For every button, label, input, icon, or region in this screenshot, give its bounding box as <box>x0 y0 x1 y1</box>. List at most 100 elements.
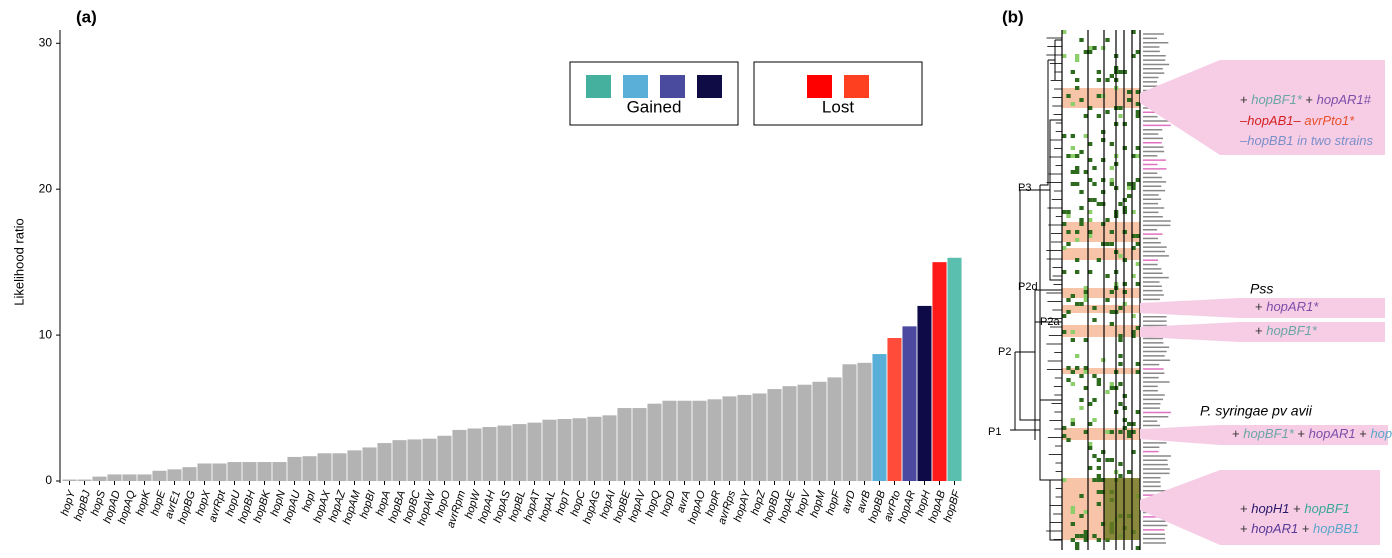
heat-cell <box>1083 290 1088 294</box>
bar <box>497 425 512 481</box>
bar <box>737 394 752 481</box>
heat-cell <box>1122 302 1127 306</box>
heat-cell <box>1083 510 1088 514</box>
heat-cell <box>1122 198 1127 202</box>
bar <box>902 326 917 481</box>
heat-cell <box>1096 458 1101 462</box>
heat-cell <box>1066 154 1071 158</box>
heat-cell <box>1066 438 1071 442</box>
heat-cell <box>1070 422 1075 426</box>
heat-cell <box>1083 534 1088 538</box>
bar <box>212 463 227 481</box>
heat-cell <box>1083 114 1088 118</box>
bar <box>152 470 167 481</box>
heat-cell <box>1131 334 1136 338</box>
heat-cell <box>1131 314 1136 318</box>
callout-title: P. syringae pv avii <box>1200 403 1313 419</box>
heat-cell <box>1083 370 1088 374</box>
bar <box>782 386 797 481</box>
heat-cell <box>1118 334 1123 338</box>
heat-cell <box>1083 134 1088 138</box>
bar <box>122 474 137 481</box>
bar <box>887 338 902 481</box>
callout-text: hopBF1 <box>1304 501 1350 516</box>
bar <box>932 262 947 481</box>
heat-cell <box>1075 166 1080 170</box>
callout-text: –hopAB1– <box>1239 113 1301 128</box>
heat-cell <box>1118 474 1123 478</box>
bar <box>542 419 557 481</box>
heat-cell <box>1131 182 1136 186</box>
heat-cell <box>1079 398 1084 402</box>
heat-cell <box>1131 450 1136 454</box>
bar <box>182 467 197 481</box>
bar <box>332 453 347 481</box>
bar <box>287 456 302 481</box>
callout-text: hopBF1* <box>1243 426 1295 441</box>
heat-cell <box>1122 290 1127 294</box>
heat-cell <box>1075 542 1080 546</box>
heat-cell <box>1118 402 1123 406</box>
heat-cell <box>1062 478 1067 482</box>
heat-cell <box>1135 90 1140 94</box>
heat-cell <box>1118 106 1123 110</box>
callout-text: hopBB1 <box>1313 521 1359 536</box>
heat-cell <box>1127 182 1132 186</box>
heat-cell <box>1101 478 1106 482</box>
callout-text: hopH1 <box>1251 501 1289 516</box>
heat-cell <box>1109 182 1114 186</box>
heat-cell <box>1122 418 1127 422</box>
callout-text: + <box>1240 501 1251 516</box>
heat-cell <box>1101 522 1106 526</box>
callout-shape <box>1140 470 1380 545</box>
heat-cell <box>1075 182 1080 186</box>
bar <box>812 381 827 481</box>
bar <box>527 422 542 481</box>
heat-cell <box>1066 210 1071 214</box>
heat-cell <box>1101 178 1106 182</box>
heat-cell <box>1083 298 1088 302</box>
callout-text: hopAR1# <box>1317 92 1372 107</box>
heat-cell <box>1079 374 1084 378</box>
heat-cell <box>1062 330 1067 334</box>
heat-cell <box>1070 146 1075 150</box>
heat-cell <box>1105 274 1110 278</box>
bar <box>707 399 722 481</box>
heat-cell <box>1127 430 1132 434</box>
heat-cell <box>1070 170 1075 174</box>
legend-box <box>753 61 923 126</box>
legend-swatch <box>660 75 685 98</box>
legend-swatch <box>697 75 722 98</box>
heat-cell <box>1135 326 1140 330</box>
heat-cell <box>1127 422 1132 426</box>
heat-cell <box>1075 54 1080 58</box>
callout-line: + hopAR1* <box>1255 299 1319 314</box>
heat-cell <box>1062 426 1067 430</box>
heat-cell <box>1075 546 1080 550</box>
highlight-row <box>1062 222 1140 242</box>
heat-cell <box>1131 186 1136 190</box>
legend-swatch <box>623 75 648 98</box>
heat-cell <box>1066 94 1071 98</box>
heat-cell <box>1122 230 1127 234</box>
heat-cell <box>1101 450 1106 454</box>
bar <box>872 354 887 481</box>
heat-cell <box>1127 186 1132 190</box>
heat-cell <box>1075 534 1080 538</box>
heat-cell <box>1135 262 1140 266</box>
heat-cell <box>1118 362 1123 366</box>
heat-cell <box>1066 242 1071 246</box>
heat-cell <box>1127 470 1132 474</box>
heat-cell <box>1109 142 1114 146</box>
callout-line: + hopH1 + hopBF1 <box>1240 501 1350 516</box>
heat-cell <box>1075 58 1080 62</box>
bar <box>407 439 422 481</box>
heat-cell <box>1070 154 1075 158</box>
callout-text: + <box>1302 92 1317 107</box>
heat-cell <box>1092 166 1097 170</box>
callout-text: + <box>1298 521 1313 536</box>
heat-cell <box>1135 102 1140 106</box>
callout-text: –hopBB1 in two strains <box>1239 133 1373 148</box>
bar <box>722 396 737 481</box>
heat-cell <box>1088 446 1093 450</box>
